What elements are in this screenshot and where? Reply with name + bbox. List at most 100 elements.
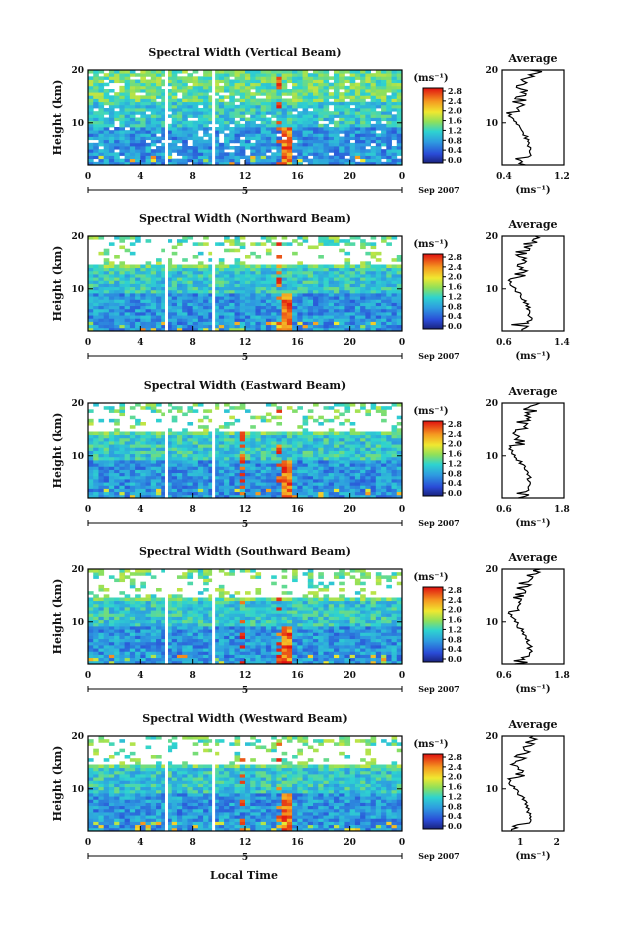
heatmap-cell [307, 76, 314, 80]
heatmap-cell [333, 236, 340, 240]
heatmap-cell [213, 312, 220, 316]
heatmap-cell [171, 491, 178, 496]
heatmap-cell [292, 437, 298, 442]
heatmap-cell [370, 89, 377, 93]
heatmap-cell [161, 108, 167, 112]
heatmap-cell [245, 302, 251, 307]
heatmap-cell [281, 491, 288, 496]
heatmap-cell [250, 136, 256, 141]
heatmap-cell [354, 267, 361, 272]
heatmap-cell [98, 619, 105, 624]
heatmap-cell [354, 308, 361, 313]
heatmap-cell [150, 469, 157, 474]
heatmap-cell [339, 456, 345, 461]
heatmap-cell [150, 136, 157, 141]
heatmap-cell [192, 108, 199, 112]
heatmap-cell [88, 409, 94, 413]
heatmap-cell [208, 450, 214, 455]
heatmap-cell [145, 482, 152, 486]
heatmap-cell [182, 142, 188, 147]
heatmap-cell [224, 318, 230, 322]
heatmap-cell [161, 327, 167, 332]
heatmap-cell [307, 491, 314, 496]
heatmap-cell [224, 305, 230, 310]
heatmap-cell [197, 305, 204, 310]
heatmap-cell [245, 308, 251, 313]
heatmap-cell [313, 127, 319, 131]
heatmap-cell [156, 305, 162, 310]
heatmap-cell [260, 437, 267, 442]
heatmap-cell [354, 437, 361, 442]
heatmap-cell [108, 651, 115, 655]
heatmap-cell [161, 626, 167, 630]
heatmap-cell [349, 472, 356, 477]
heatmap-cell [114, 312, 120, 316]
heatmap-cell [297, 321, 303, 326]
heatmap-cell [108, 603, 115, 608]
heatmap-cell [114, 130, 120, 134]
heatmap-cell [349, 146, 356, 150]
heatmap-cell [145, 491, 152, 496]
heatmap-cell [93, 575, 99, 579]
heatmap-cell [171, 488, 178, 493]
heatmap-cell [114, 152, 120, 156]
heatmap-cell [192, 431, 199, 436]
heatmap-cell [197, 120, 204, 125]
heatmap-cell [197, 472, 204, 477]
heatmap-cell [140, 660, 146, 665]
heatmap-cell [297, 242, 303, 246]
heatmap-cell [140, 108, 146, 112]
heatmap-cell [386, 270, 392, 275]
heatmap-cell [239, 469, 246, 474]
heatmap-cell [150, 101, 157, 106]
heatmap-cell [129, 415, 136, 420]
heatmap-cell [339, 403, 345, 407]
heatmap-cell [197, 289, 204, 294]
heatmap-cell [93, 101, 99, 106]
heatmap-cell [302, 280, 309, 284]
heatmap-cell [208, 111, 214, 115]
heatmap-cell [349, 267, 356, 272]
average-y-tick-label: 20 [485, 399, 498, 409]
heatmap-cell [182, 441, 188, 445]
heatmap-cell [192, 302, 199, 307]
heatmap-cell [245, 305, 251, 310]
heatmap-cell [391, 85, 398, 90]
heatmap-cell [381, 450, 387, 455]
heatmap-cell [161, 657, 167, 662]
heatmap-cell [166, 638, 173, 643]
heatmap-cell [129, 146, 136, 150]
heatmap-cell [271, 296, 277, 300]
heatmap-cell [297, 120, 303, 125]
heatmap-cell [108, 460, 115, 464]
heatmap-cell [354, 152, 361, 156]
heatmap-cell [218, 120, 225, 125]
heatmap-cell [260, 280, 267, 284]
heatmap-cell [124, 139, 131, 144]
heatmap-cell [370, 280, 377, 284]
heatmap-cells [88, 70, 403, 166]
heatmap-cell [297, 142, 303, 147]
heatmap-cell [93, 85, 99, 90]
heatmap-cell [93, 92, 99, 96]
heatmap-cell [349, 120, 356, 125]
heatmap-cell [354, 104, 361, 109]
heatmap-cell [156, 651, 162, 655]
heatmap-cell [98, 485, 105, 489]
heatmap-cell [265, 142, 272, 147]
heatmap-cell [203, 98, 209, 103]
heatmap-cell [229, 95, 235, 99]
heatmap-cell [375, 114, 382, 118]
heatmap-cell [323, 318, 330, 322]
heatmap-cell [302, 460, 309, 464]
heatmap-cell [286, 76, 293, 80]
heatmap-cell [88, 635, 94, 640]
heatmap-cell [208, 117, 214, 122]
colorbar-tick-label: 2.8 [448, 252, 462, 262]
heatmap-cell [224, 264, 230, 269]
heatmap-cell [182, 466, 188, 470]
heatmap-cell [239, 453, 246, 458]
heatmap-cell [313, 450, 319, 455]
heatmap-cell [276, 73, 283, 77]
heatmap-cell [318, 255, 324, 259]
